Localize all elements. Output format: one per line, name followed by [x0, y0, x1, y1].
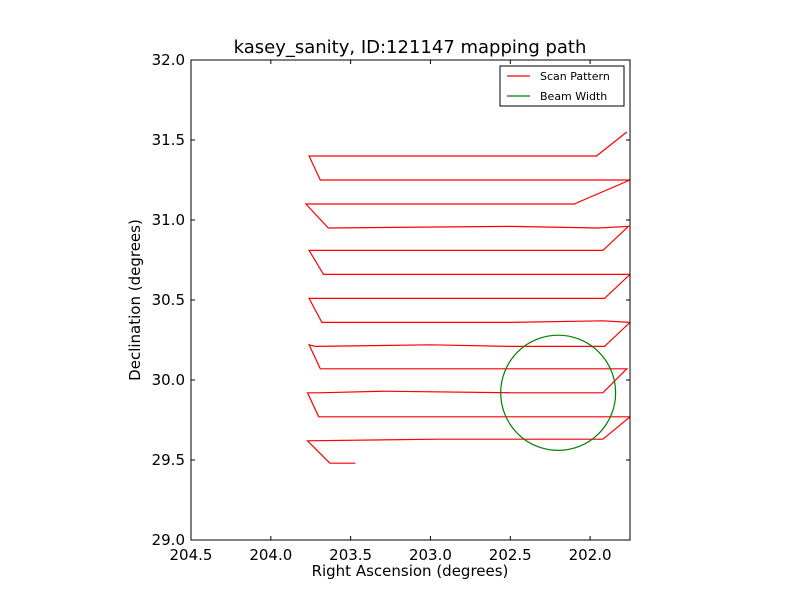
scan-pattern-line	[304, 131, 630, 464]
y-tick-label: 29.0	[152, 531, 185, 549]
y-tick-label: 32.0	[152, 51, 185, 69]
legend-box	[499, 65, 625, 107]
y-tick-label: 31.0	[152, 211, 185, 229]
x-tick-label: 204.0	[249, 546, 292, 564]
y-axis: 29.0 29.5 30.0 30.5 31.0 31.5 32.0	[152, 51, 630, 549]
x-tick-label: 204.5	[170, 546, 213, 564]
x-tick-label: 203.5	[329, 546, 372, 564]
x-axis-label: Right Ascension (degrees)	[312, 562, 509, 580]
y-tick-label: 29.5	[152, 451, 185, 469]
y-tick-label: 30.0	[152, 371, 185, 389]
chart-title: kasey_sanity, ID:121147 mapping path	[234, 37, 587, 58]
plot-content	[304, 131, 630, 464]
legend: Scan Pattern Beam Width	[499, 65, 625, 107]
y-tick-label: 31.5	[152, 131, 185, 149]
x-tick-label: 203.0	[409, 546, 452, 564]
plot-area	[191, 60, 630, 540]
x-tick-label: 202.0	[569, 546, 612, 564]
legend-label-scan-pattern: Scan Pattern	[540, 70, 610, 83]
y-axis-label: Declination (degrees)	[126, 219, 144, 381]
x-axis: 204.5 204.0 203.5 203.0 202.5 202.0	[170, 60, 612, 564]
y-tick-label: 30.5	[152, 291, 185, 309]
beam-width-circle	[500, 334, 617, 451]
x-tick-label: 202.5	[489, 546, 532, 564]
legend-label-beam-width: Beam Width	[540, 90, 607, 103]
